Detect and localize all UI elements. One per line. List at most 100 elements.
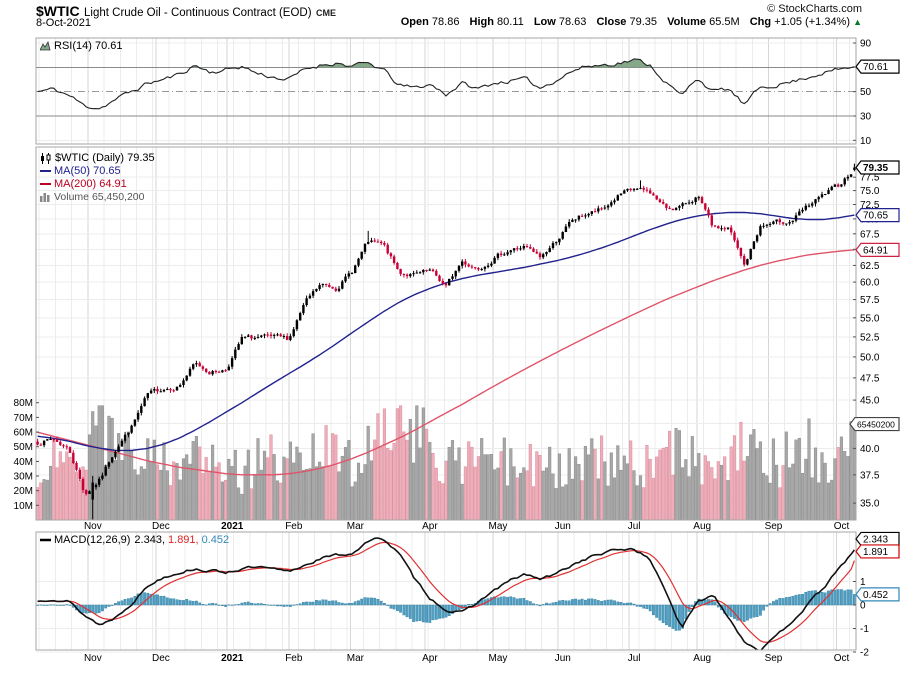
month-label: Aug bbox=[693, 521, 711, 532]
rsi-overbought-fill bbox=[191, 58, 856, 68]
month-label: Dec bbox=[152, 653, 170, 664]
rsi-legend: RSI(14) 70.61 bbox=[40, 40, 122, 53]
ma200-last-label: 64.91 bbox=[863, 245, 888, 256]
copyright: © StockCharts.com bbox=[767, 3, 862, 15]
month-label: Sep bbox=[765, 653, 783, 664]
macd-signal-value: 1.891, bbox=[168, 534, 199, 546]
volume-tick-label: 30M bbox=[14, 472, 33, 483]
month-label: Apr bbox=[422, 521, 438, 532]
last-price-label: 79.35 bbox=[863, 163, 888, 174]
volume-tick-label: 60M bbox=[14, 428, 33, 439]
price-tick-label: 45.0 bbox=[860, 396, 880, 407]
price-tick-label: 50.0 bbox=[860, 352, 880, 363]
ma50-legend: MA(50) 70.65 bbox=[54, 165, 121, 177]
volume-legend: Volume 65,450,200 bbox=[54, 191, 145, 203]
open-label: Open bbox=[400, 16, 429, 28]
chg-up-icon: ▲ bbox=[853, 17, 862, 27]
macd-tick-label: -1 bbox=[860, 624, 869, 635]
macd-tick-label: 0 bbox=[860, 601, 866, 612]
price-candles bbox=[36, 163, 856, 520]
volume-tick-label: 40M bbox=[14, 457, 33, 468]
quote-line: Open 78.86 High 80.11 Low 78.63 Close 79… bbox=[401, 16, 862, 28]
signal-last-box: 1.891 bbox=[855, 544, 900, 559]
ma50-last-box: 70.65 bbox=[855, 208, 900, 223]
close-label: Close bbox=[596, 16, 627, 28]
main-grid bbox=[36, 147, 856, 520]
rsi-axis-labels: 90 50 30 10 bbox=[853, 39, 872, 147]
rsi-panel: 90 50 30 10 70.61 bbox=[35, 37, 900, 147]
main-panel: 77.575.072.570.067.565.062.560.057.555.0… bbox=[14, 146, 900, 521]
month-label: Jul bbox=[628, 521, 641, 532]
volume-bars bbox=[36, 405, 856, 520]
macd-tick-label: 1 bbox=[860, 577, 866, 588]
ma-lines bbox=[37, 211, 855, 476]
volume-axis-labels: 80M 70M 60M 50M 40M 30M 20M 10M bbox=[14, 398, 39, 512]
month-label: 2021 bbox=[221, 521, 244, 532]
month-label: Mar bbox=[347, 653, 365, 664]
rsi-tick-label: 30 bbox=[860, 112, 872, 123]
price-tick-label: 67.5 bbox=[860, 229, 880, 240]
price-tick-label: 62.5 bbox=[860, 261, 880, 272]
exchange-label: CME bbox=[316, 8, 337, 18]
price-tick-label: 57.5 bbox=[860, 295, 880, 306]
volume-tick-label: 80M bbox=[14, 398, 33, 409]
month-label: 2021 bbox=[221, 653, 244, 664]
symbol-name: Light Crude Oil - Continuous Contract (E… bbox=[84, 7, 312, 19]
high-value: 80.11 bbox=[497, 16, 524, 28]
rsi-tick-label: 50 bbox=[860, 87, 872, 98]
month-label: Aug bbox=[693, 653, 711, 664]
macd-tick-label: -2 bbox=[860, 648, 869, 659]
symbol-label: $WTIC bbox=[36, 3, 80, 19]
ma200-line-icon bbox=[40, 183, 51, 185]
macd-value: 2.343, bbox=[134, 534, 166, 546]
hist-last-label: 0.452 bbox=[863, 590, 888, 601]
price-tick-label: 60.0 bbox=[860, 278, 880, 289]
ma50-line-icon bbox=[40, 170, 51, 172]
volume-tick-label: 10M bbox=[14, 501, 33, 512]
price-tick-label: 52.5 bbox=[860, 332, 880, 343]
month-label: Jun bbox=[555, 521, 571, 532]
macd-last-box: 2.343 bbox=[855, 531, 900, 547]
month-label: Oct bbox=[834, 521, 850, 532]
month-label: Jun bbox=[555, 653, 571, 664]
macd-grid bbox=[36, 532, 856, 653]
volume-value: 65.5M bbox=[709, 16, 740, 28]
month-label: Nov bbox=[84, 653, 102, 664]
ma50-line bbox=[37, 211, 855, 452]
macd-last-label: 2.343 bbox=[863, 534, 888, 545]
month-label: Dec bbox=[152, 521, 170, 532]
ma200-line bbox=[37, 249, 855, 476]
month-label: May bbox=[489, 653, 508, 664]
chart-date: 8-Oct-2021 bbox=[36, 17, 92, 29]
rsi-line bbox=[37, 58, 855, 110]
candlestick-icon bbox=[41, 152, 51, 164]
price-last-box: 79.35 bbox=[855, 160, 900, 175]
macd-legend: MACD(12,26,9) 2.343, 1.891, 0.452 bbox=[40, 534, 229, 547]
close-value: 79.35 bbox=[629, 16, 658, 28]
volume-tick-label: 70M bbox=[14, 413, 33, 424]
price-tick-label: 47.5 bbox=[860, 373, 880, 384]
price-tick-label: 55.0 bbox=[860, 313, 880, 324]
price-tick-label: 37.5 bbox=[860, 470, 880, 481]
macd-month-axis: Nov Dec 2021 Feb Mar Apr May Jun Jul Aug Sep Oct bbox=[84, 653, 850, 664]
month-label: Oct bbox=[834, 653, 850, 664]
volume-last-box: 65450200 bbox=[849, 416, 900, 432]
ma50-last-label: 70.65 bbox=[863, 211, 888, 222]
rsi-tick-label: 10 bbox=[860, 136, 872, 147]
price-tick-label: 40.0 bbox=[860, 444, 880, 455]
rsi-grid bbox=[36, 38, 856, 144]
main-month-axis: Nov Dec 2021 Feb Mar Apr May Jun Jul Aug Sep Oct bbox=[84, 521, 850, 532]
month-label: Mar bbox=[347, 521, 365, 532]
chg-value: +1.05 (+1.34%) bbox=[774, 16, 851, 28]
chg-label: Chg bbox=[749, 16, 772, 28]
open-value: 78.86 bbox=[431, 16, 460, 28]
main-legend: $WTIC (Daily) 79.35 MA(50) 70.65 MA(200)… bbox=[40, 152, 155, 204]
month-label: Feb bbox=[285, 521, 303, 532]
low-value: 78.63 bbox=[558, 16, 587, 28]
volume-label: Volume bbox=[667, 16, 707, 28]
low-label: Low bbox=[533, 16, 556, 28]
price-axis-labels: 77.575.072.570.067.565.062.560.057.555.0… bbox=[853, 173, 880, 510]
macd-legend-text: MACD(12,26,9) bbox=[54, 534, 131, 546]
